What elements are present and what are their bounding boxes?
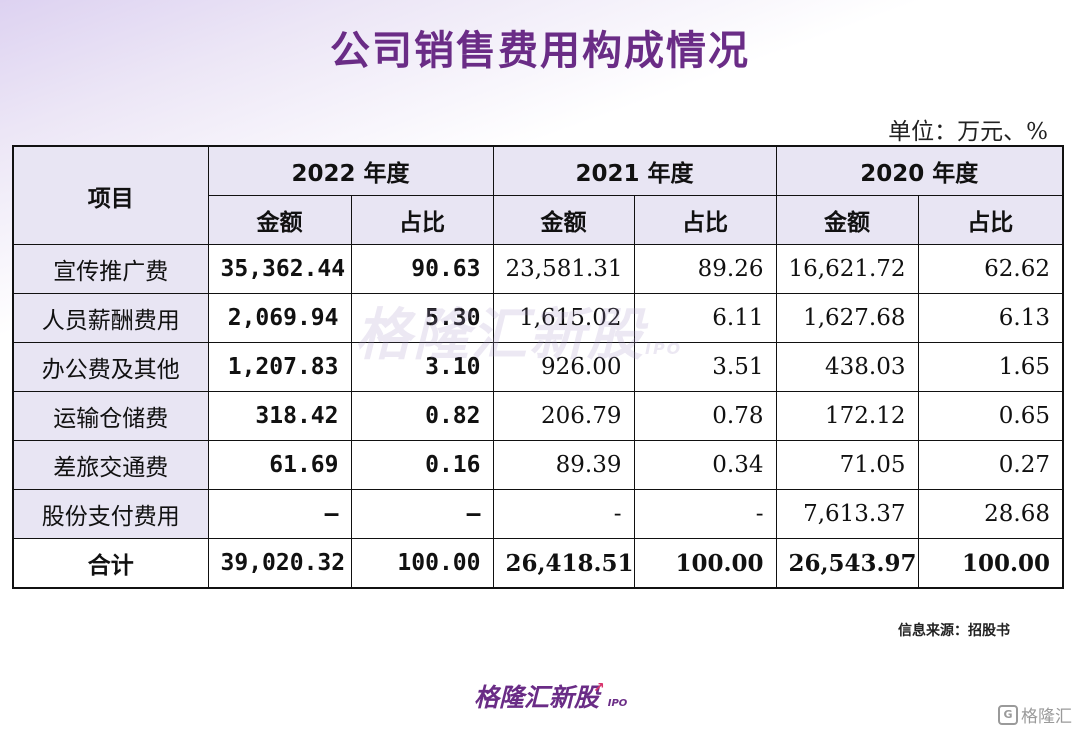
arrow-icon: ↗: [593, 680, 605, 696]
cell-value: 6.13: [917, 293, 1064, 343]
cell-value: 1,627.68: [775, 293, 919, 343]
cell-value: 23,581.31: [492, 244, 635, 294]
cell-value: 0.82: [350, 391, 494, 441]
cell-value: 0.65: [917, 391, 1064, 441]
header-row-subheaders: 金额 占比 金额 占比 金额 占比: [13, 195, 1064, 245]
cell-value: 61.69: [207, 440, 352, 490]
subheader-ratio: 占比: [917, 195, 1064, 245]
brand-logo: 格隆汇新股↗IPO: [474, 678, 627, 714]
row-item-label: 宣传推广费: [12, 244, 209, 294]
table-row: 运输仓储费 318.42 0.82 206.79 0.78 172.12 0.6…: [12, 391, 1064, 441]
row-item-label: 运输仓储费: [12, 391, 209, 441]
cell-value: 3.51: [633, 342, 777, 392]
table-row: 差旅交通费 61.69 0.16 89.39 0.34 71.05 0.27: [12, 440, 1064, 490]
cell-value: 6.11: [633, 293, 777, 343]
subheader-ratio: 占比: [633, 195, 777, 245]
cell-value: 90.63: [350, 244, 494, 294]
cell-value: 1.65: [917, 342, 1064, 392]
row-item-label: 差旅交通费: [12, 440, 209, 490]
expense-table-container: 项目 2022 年度 2021 年度 2020 年度 金额 占比 金额 占比 金…: [12, 145, 1064, 589]
cell-value: 438.03: [775, 342, 919, 392]
total-value: 100.00: [350, 538, 494, 589]
cell-value: 2,069.94: [207, 293, 352, 343]
cell-value: 28.68: [917, 489, 1064, 539]
cell-value: 1,615.02: [492, 293, 635, 343]
cell-value: 926.00: [492, 342, 635, 392]
source-note: 信息来源：招股书: [898, 623, 1010, 639]
row-item-label: 股份支付费用: [12, 489, 209, 539]
cell-value: 71.05: [775, 440, 919, 490]
cell-value: -: [633, 489, 777, 539]
total-row: 合计 39,020.32 100.00 26,418.51 100.00 26,…: [12, 538, 1064, 589]
logo-suffix: IPO: [607, 698, 628, 709]
cell-value: 35,362.44: [207, 244, 352, 294]
logo-text: 格隆汇新股: [474, 683, 600, 712]
cell-value: 206.79: [492, 391, 635, 441]
cell-value: 318.42: [207, 391, 352, 441]
table-row: 办公费及其他 1,207.83 3.10 926.00 3.51 438.03 …: [12, 342, 1064, 392]
total-value: 26,418.51: [492, 538, 635, 589]
cell-value: 16,621.72: [775, 244, 919, 294]
subheader-amount: 金额: [492, 195, 635, 245]
cell-value: 5.30: [350, 293, 494, 343]
item-header: 项目: [12, 145, 209, 245]
year-header-2021: 2021 年度: [492, 145, 777, 196]
table-row: 人员薪酬费用 2,069.94 5.30 1,615.02 6.11 1,627…: [12, 293, 1064, 343]
page-title: 公司销售费用构成情况: [330, 28, 750, 74]
row-item-label: 人员薪酬费用: [12, 293, 209, 343]
cell-value: 7,613.37: [775, 489, 919, 539]
cell-value: 0.78: [633, 391, 777, 441]
cell-value: –: [350, 489, 494, 539]
year-header-2022: 2022 年度: [207, 145, 494, 196]
cell-value: 89.26: [633, 244, 777, 294]
total-label: 合计: [12, 538, 209, 589]
row-item-label: 办公费及其他: [12, 342, 209, 392]
subheader-amount: 金额: [775, 195, 919, 245]
cell-value: 62.62: [917, 244, 1064, 294]
cell-value: 3.10: [350, 342, 494, 392]
table-row: 股份支付费用 – – - - 7,613.37 28.68: [12, 489, 1064, 539]
cell-value: 0.16: [350, 440, 494, 490]
corner-brand-text: 格隆汇: [1021, 707, 1072, 727]
table-row: 宣传推广费 35,362.44 90.63 23,581.31 89.26 16…: [12, 244, 1064, 294]
header-row-years: 项目 2022 年度 2021 年度 2020 年度: [12, 145, 1064, 245]
year-header-2020: 2020 年度: [775, 145, 1064, 196]
cell-value: 0.34: [633, 440, 777, 490]
subheader-amount: 金额: [207, 195, 352, 245]
cell-value: –: [207, 489, 352, 539]
cell-value: 172.12: [775, 391, 919, 441]
cell-value: -: [492, 489, 635, 539]
corner-brand: G 格隆汇: [998, 702, 1072, 727]
cell-value: 89.39: [492, 440, 635, 490]
total-value: 100.00: [633, 538, 777, 589]
cell-value: 1,207.83: [207, 342, 352, 392]
unit-label: 单位：万元、%: [888, 119, 1048, 145]
total-value: 26,543.97: [775, 538, 919, 589]
brand-g-icon: G: [998, 704, 1018, 725]
cell-value: 0.27: [917, 440, 1064, 490]
total-value: 39,020.32: [207, 538, 352, 589]
subheader-ratio: 占比: [350, 195, 494, 245]
sales-expense-table: 项目 2022 年度 2021 年度 2020 年度 金额 占比 金额 占比 金…: [12, 145, 1064, 589]
total-value: 100.00: [917, 538, 1064, 589]
